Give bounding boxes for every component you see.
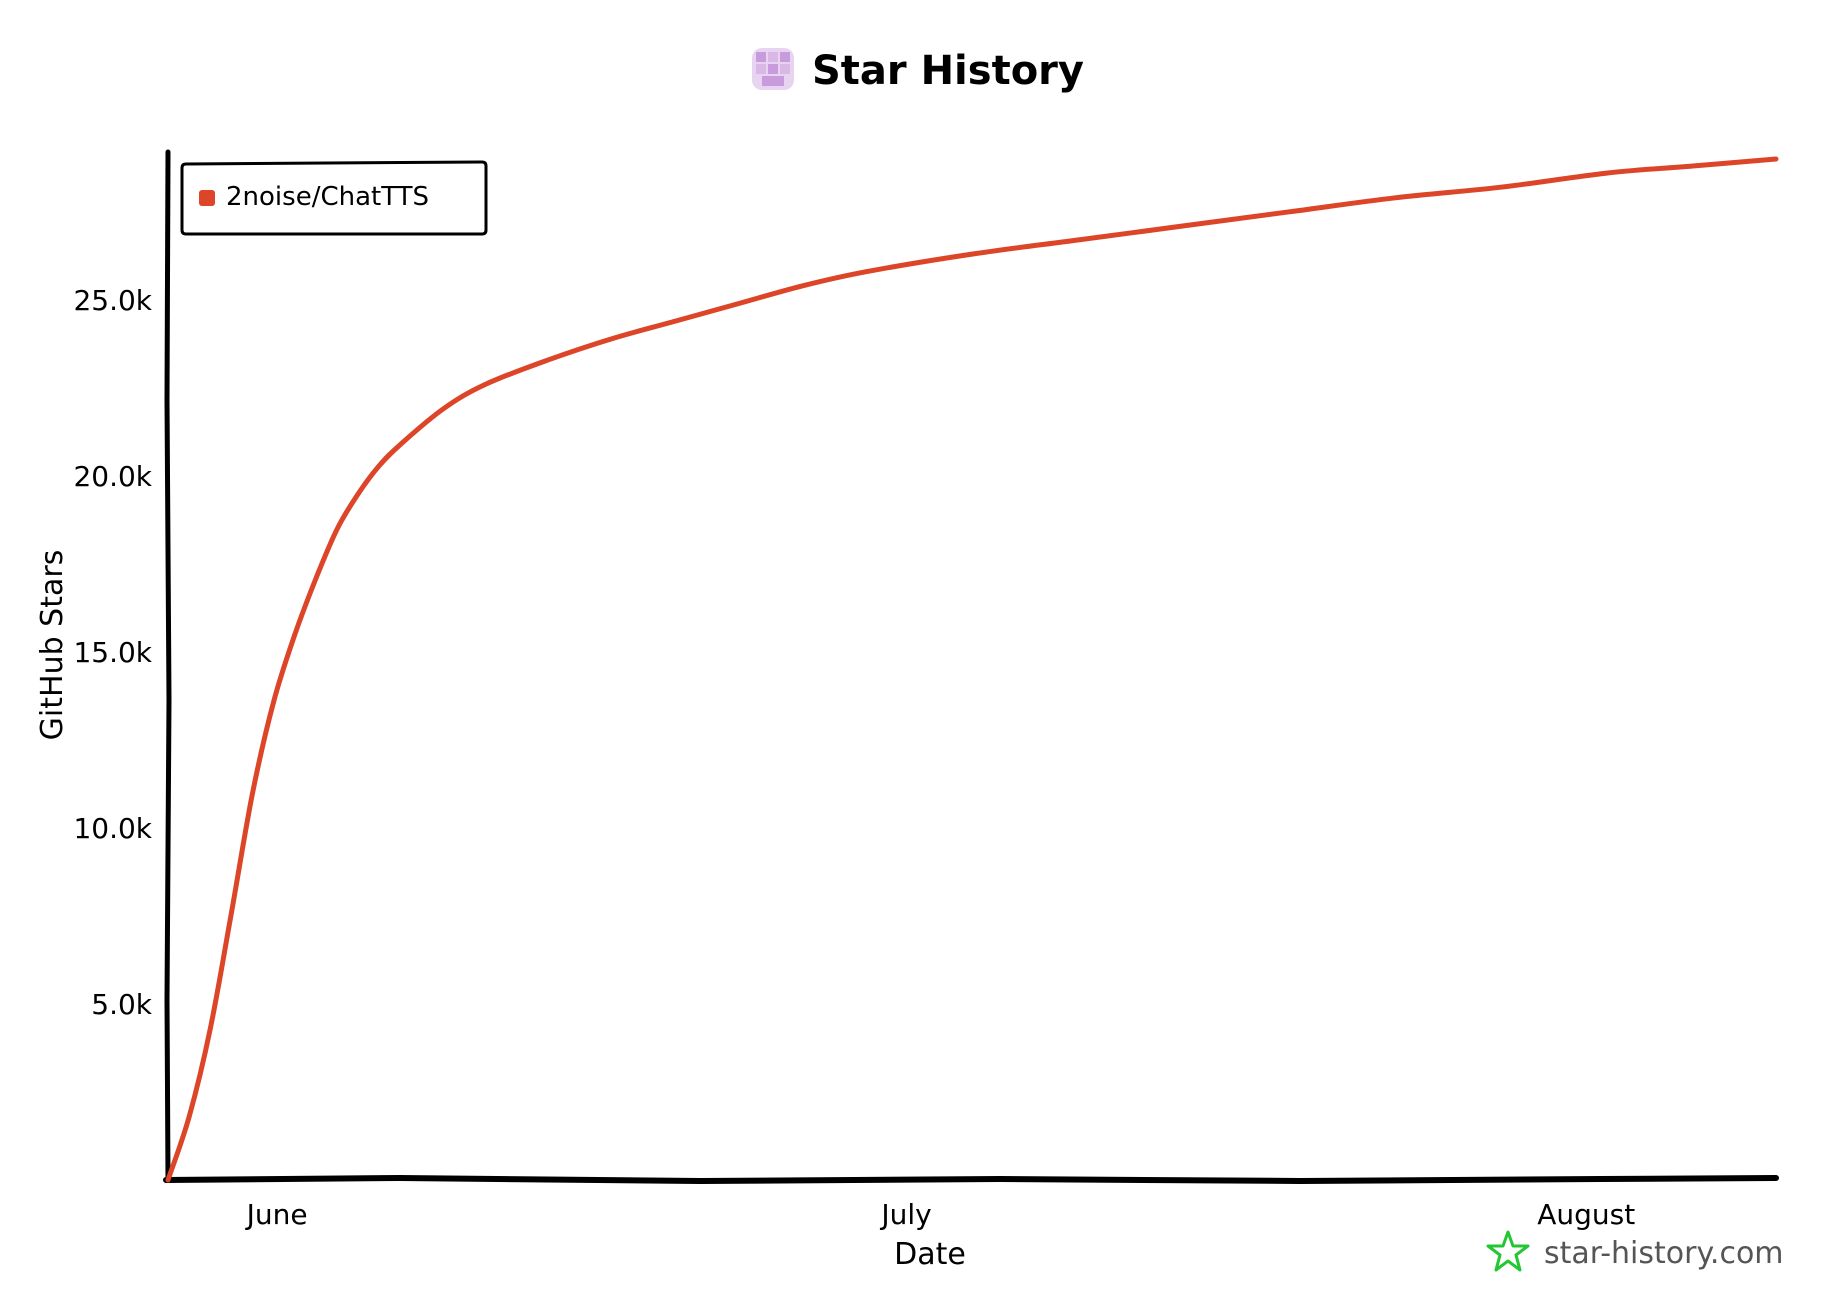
x-tick-label: August <box>1537 1198 1635 1231</box>
data-point <box>482 381 488 387</box>
series-group <box>165 156 1779 1183</box>
title-group: Star History <box>752 48 1084 94</box>
data-point <box>398 441 404 447</box>
data-point <box>1688 163 1694 169</box>
data-point <box>207 1026 213 1032</box>
axes <box>163 149 1779 1185</box>
data-point <box>1392 195 1398 201</box>
data-point <box>313 575 319 581</box>
legend-swatch <box>199 190 215 206</box>
x-axis-line <box>163 1174 1779 1185</box>
legend: 2noise/ChatTTS <box>180 160 488 236</box>
y-axis-line <box>164 149 172 1183</box>
x-axis-label: Date <box>894 1237 966 1272</box>
legend-series-label: 2noise/ChatTTS <box>226 182 429 212</box>
data-point <box>863 269 869 275</box>
data-point <box>440 406 446 412</box>
data-point <box>334 526 340 532</box>
data-point <box>292 631 298 637</box>
data-point <box>673 318 679 324</box>
data-point <box>736 300 742 306</box>
data-point <box>1286 209 1292 215</box>
chart-title: Star History <box>812 48 1084 94</box>
data-point <box>609 336 615 342</box>
x-tick-label: June <box>245 1198 308 1231</box>
data-point <box>186 1114 192 1120</box>
data-point <box>546 357 552 363</box>
watermark: star-history.com <box>1486 1230 1784 1272</box>
data-point <box>377 462 383 468</box>
x-axis-ticks: June July August <box>245 1198 1636 1231</box>
data-point <box>1181 223 1187 229</box>
y-tick-label: 15.0k <box>73 636 152 669</box>
data-point <box>1773 156 1779 162</box>
data-point <box>1075 237 1081 243</box>
y-axis-label: GitHub Stars <box>35 550 70 741</box>
y-axis-ticks: 5.0k 10.0k 15.0k 20.0k 25.0k <box>73 284 152 1021</box>
data-point <box>165 1177 171 1183</box>
data-point <box>1604 170 1610 176</box>
data-point <box>1498 184 1504 190</box>
data-point <box>271 698 277 704</box>
y-tick-label: 25.0k <box>73 284 152 317</box>
legend-box <box>180 160 488 236</box>
data-point <box>800 283 806 289</box>
star-outline-icon <box>1486 1230 1530 1272</box>
y-tick-label: 10.0k <box>73 812 152 845</box>
y-tick-label: 5.0k <box>91 988 153 1021</box>
watermark-text: star-history.com <box>1544 1236 1784 1271</box>
x-tick-label: July <box>879 1198 931 1231</box>
star-history-logo-icon <box>752 48 794 90</box>
series-line-0 <box>165 156 1779 1183</box>
data-point <box>969 251 975 257</box>
data-point <box>250 790 256 796</box>
data-point <box>229 909 235 915</box>
data-point <box>355 491 361 497</box>
y-tick-label: 20.0k <box>73 460 152 493</box>
